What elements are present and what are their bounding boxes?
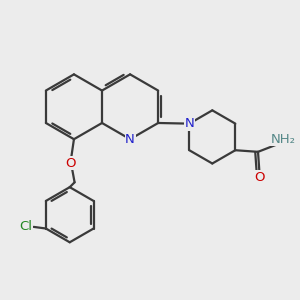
Text: O: O <box>65 157 76 169</box>
Text: N: N <box>184 117 194 130</box>
Text: Cl: Cl <box>19 220 32 233</box>
Text: NH₂: NH₂ <box>270 133 296 146</box>
Text: N: N <box>125 133 135 146</box>
Text: O: O <box>254 171 265 184</box>
